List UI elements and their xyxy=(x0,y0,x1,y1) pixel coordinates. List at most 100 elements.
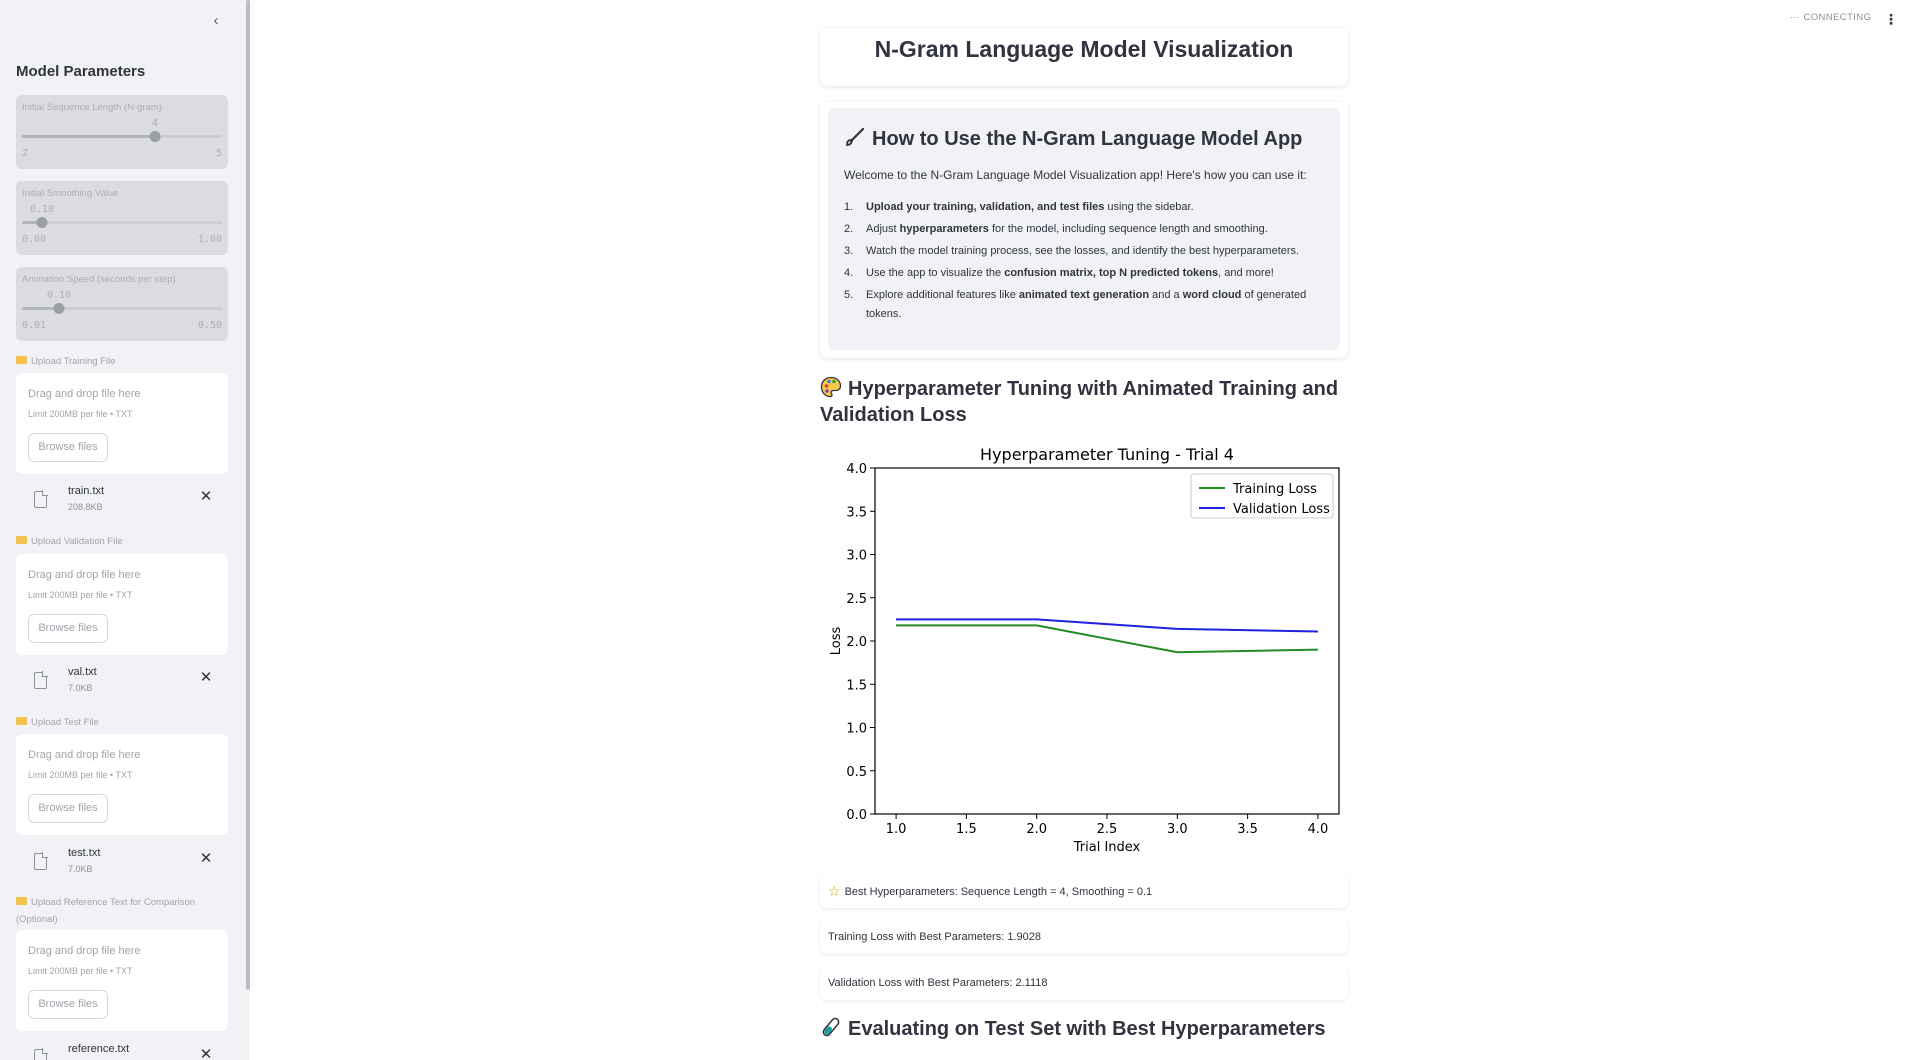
slider-track[interactable] xyxy=(22,303,222,314)
test-dropzone[interactable]: Drag and drop file here Limit 200MB per … xyxy=(16,734,228,835)
list-item: 5. Explore additional features like anim… xyxy=(844,289,1307,320)
file-icon xyxy=(34,490,48,508)
slider-label: Animation Speed (seconds per step) xyxy=(22,274,176,285)
slider-track[interactable] xyxy=(22,131,222,142)
upload-training-label: Upload Training File xyxy=(16,353,216,370)
uploaded-file-item: train.txt 208.8KB ✕ xyxy=(16,483,228,519)
dropzone-title: Drag and drop file here xyxy=(28,749,141,761)
dropzone-limit: Limit 200MB per file • TXT xyxy=(28,770,133,780)
browse-files-button[interactable]: Browse files xyxy=(28,990,108,1019)
x-tick-label: 4.0 xyxy=(1308,822,1329,837)
x-tick-label: 3.0 xyxy=(1167,822,1188,837)
list-item: 3. Watch the model training process, see… xyxy=(844,245,1300,257)
slider-max: 0.50 xyxy=(197,320,222,331)
x-tick-label: 2.0 xyxy=(1026,822,1047,837)
connection-status: ··· CONNECTING xyxy=(1790,12,1872,23)
series-line-2 xyxy=(896,618,1318,633)
slider-max: 1.00 xyxy=(197,234,222,245)
x-axis-label: Trial Index xyxy=(1073,840,1141,855)
how-to-card: How to Use the N-Gram Language Model App… xyxy=(820,102,1348,358)
y-tick-label: 0.0 xyxy=(846,808,867,823)
file-icon xyxy=(34,1048,48,1060)
dropzone-limit: Limit 200MB per file • TXT xyxy=(28,590,133,600)
file-icon xyxy=(34,852,48,870)
how-to-title: How to Use the N-Gram Language Model App xyxy=(844,126,1302,151)
status-dots-icon: ··· xyxy=(1790,12,1800,23)
plot-frame xyxy=(874,467,1340,815)
uploaded-file-item: val.txt 7.0KB ✕ xyxy=(16,664,228,700)
y-tick-label: 1.5 xyxy=(846,678,867,693)
sidebar-scrollbar[interactable] xyxy=(246,0,250,990)
x-tick-label: 2.5 xyxy=(1097,822,1118,837)
remove-file-icon[interactable]: ✕ xyxy=(199,850,213,867)
y-tick-label: 0.5 xyxy=(846,765,867,780)
slider-value: 0.10 xyxy=(29,204,55,215)
file-size: 7.0KB xyxy=(68,683,93,693)
loss-chart: Hyperparameter Tuning - Trial 4 0.0 0.5 1.0… xyxy=(829,445,1340,855)
slider-value: 4 xyxy=(151,118,159,129)
sequence-length-slider[interactable]: Initial Sequence Length (N-gram) 4 2 5 xyxy=(16,95,228,169)
main-menu-icon[interactable]: ⋮ xyxy=(1884,11,1898,27)
hyperparameter-section-title: Hyperparameter Tuning with Animated Trai… xyxy=(820,376,1339,426)
y-tick-label: 2.0 xyxy=(846,635,867,650)
slider-thumb[interactable] xyxy=(149,131,161,142)
list-item: 1. Upload your training, validation, and… xyxy=(844,201,1194,213)
uploaded-file-item: test.txt 7.0KB ✕ xyxy=(16,845,228,881)
folder-icon xyxy=(16,897,27,905)
list-item: 2. Adjust hyperparameters for the model,… xyxy=(844,223,1268,235)
browse-files-button[interactable]: Browse files xyxy=(28,614,108,643)
y-axis-label: Loss xyxy=(829,627,844,656)
slider-fill xyxy=(22,221,42,224)
y-tick-label: 3.5 xyxy=(846,505,867,520)
reference-dropzone[interactable]: Drag and drop file here Limit 200MB per … xyxy=(16,930,228,1031)
chart-title: Hyperparameter Tuning - Trial 4 xyxy=(980,445,1234,464)
folder-icon xyxy=(16,717,27,725)
dropzone-title: Drag and drop file here xyxy=(28,569,141,581)
x-tick-label: 1.5 xyxy=(956,822,977,837)
uploaded-file-item: reference.txt ✕ xyxy=(16,1041,228,1060)
sidebar: ‹ Model Parameters Initial Sequence Leng… xyxy=(0,0,250,1060)
slider-thumb[interactable] xyxy=(53,303,65,314)
best-params-text: Best Hyperparameters: Sequence Length = … xyxy=(844,886,1153,898)
slider-fill xyxy=(22,307,59,310)
legend-label: Training Loss xyxy=(1232,482,1317,497)
palette-icon xyxy=(820,376,842,398)
upload-reference-label: Upload Reference Text for Comparison (Op… xyxy=(16,897,196,925)
validation-dropzone[interactable]: Drag and drop file here Limit 200MB per … xyxy=(16,554,228,655)
file-icon xyxy=(34,671,48,689)
slider-min: 0.00 xyxy=(22,234,47,245)
browse-files-button[interactable]: Browse files xyxy=(28,433,108,462)
remove-file-icon[interactable]: ✕ xyxy=(199,488,213,505)
file-size: 208.8KB xyxy=(68,502,103,512)
remove-file-icon[interactable]: ✕ xyxy=(199,1046,213,1060)
steps-list: 1. Upload your training, validation, and… xyxy=(844,198,1324,327)
browse-files-button[interactable]: Browse files xyxy=(28,794,108,823)
animation-speed-slider[interactable]: Animation Speed (seconds per step) 0.10 … xyxy=(16,267,228,341)
y-tick-label: 1.0 xyxy=(846,722,867,737)
training-dropzone[interactable]: Drag and drop file here Limit 200MB per … xyxy=(16,373,228,474)
slider-track[interactable] xyxy=(22,217,222,228)
page-title: N-Gram Language Model Visualization xyxy=(874,36,1294,62)
dropzone-title: Drag and drop file here xyxy=(28,945,141,957)
collapse-sidebar-icon[interactable]: ‹ xyxy=(213,12,219,29)
dropzone-limit: Limit 200MB per file • TXT xyxy=(28,409,133,419)
val-loss-text: Validation Loss with Best Parameters: 2.… xyxy=(828,977,1048,989)
file-name: reference.txt xyxy=(68,1043,130,1055)
paintbrush-icon xyxy=(844,126,866,148)
list-item: 4. Use the app to visualize the confusio… xyxy=(844,267,1274,279)
file-name: test.txt xyxy=(68,847,101,859)
slider-fill xyxy=(22,135,155,138)
dropzone-title: Drag and drop file here xyxy=(28,388,141,400)
folder-icon xyxy=(16,356,27,364)
series-line-1 xyxy=(896,624,1318,654)
dropzone-limit: Limit 200MB per file • TXT xyxy=(28,966,133,976)
y-tick-label: 3.0 xyxy=(846,549,867,564)
x-tick-label: 1.0 xyxy=(886,822,907,837)
evaluation-section-title: Evaluating on Test Set with Best Hyperpa… xyxy=(820,1016,1348,1042)
slider-label: Initial Sequence Length (N-gram) xyxy=(22,102,162,113)
slider-thumb[interactable] xyxy=(36,217,48,228)
remove-file-icon[interactable]: ✕ xyxy=(199,669,213,686)
how-to-panel: How to Use the N-Gram Language Model App… xyxy=(828,108,1340,350)
file-name: train.txt xyxy=(68,485,105,497)
smoothing-slider[interactable]: Initial Smoothing Value 0.10 0.00 1.00 xyxy=(16,181,228,255)
